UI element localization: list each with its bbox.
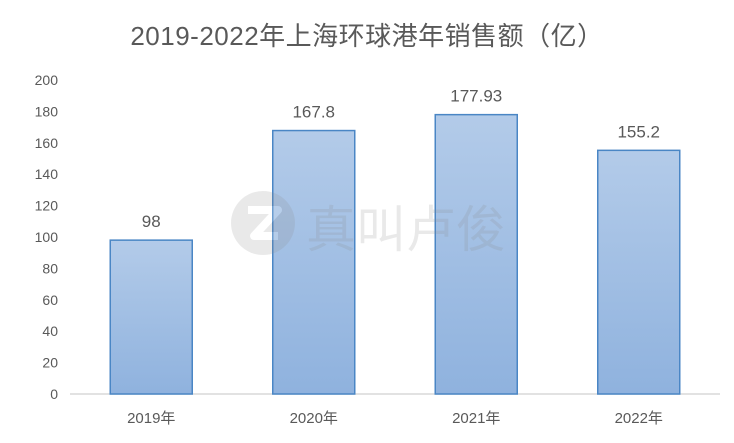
y-tick-label: 0 — [50, 386, 58, 402]
y-tick-label: 140 — [35, 166, 59, 182]
bar-2021年 — [434, 113, 518, 395]
y-tick-label: 60 — [42, 292, 58, 308]
y-tick-label: 80 — [42, 260, 58, 276]
x-tick-label: 2022年 — [615, 410, 663, 427]
y-axis: 0 20 40 60 80 100 120 140 160 180 200 — [35, 72, 59, 402]
y-tick-label: 20 — [42, 355, 58, 371]
x-tick-label: 2019年 — [127, 410, 175, 427]
data-label: 155.2 — [617, 122, 660, 141]
y-tick-label: 100 — [35, 229, 59, 245]
bar-2019年 — [109, 239, 193, 395]
data-labels: 98 167.8 177.93 155.2 — [142, 87, 660, 231]
x-tick-label: 2021年 — [452, 410, 500, 427]
data-label: 177.93 — [450, 87, 502, 106]
bar-series — [109, 113, 681, 395]
y-tick-label: 40 — [42, 323, 58, 339]
y-tick-label: 200 — [35, 72, 59, 88]
data-label: 167.8 — [292, 103, 335, 122]
bar-2022年 — [597, 149, 681, 395]
y-tick-label: 180 — [35, 103, 59, 119]
bar-2020年 — [272, 129, 356, 395]
x-axis: 2019年 2020年 2021年 2022年 — [70, 393, 720, 427]
data-label: 98 — [142, 212, 161, 231]
x-tick-label: 2020年 — [290, 410, 338, 427]
y-tick-label: 160 — [35, 135, 59, 151]
chart-title: 2019-2022年上海环球港年销售额（亿） — [130, 21, 604, 51]
y-tick-label: 120 — [35, 198, 59, 214]
